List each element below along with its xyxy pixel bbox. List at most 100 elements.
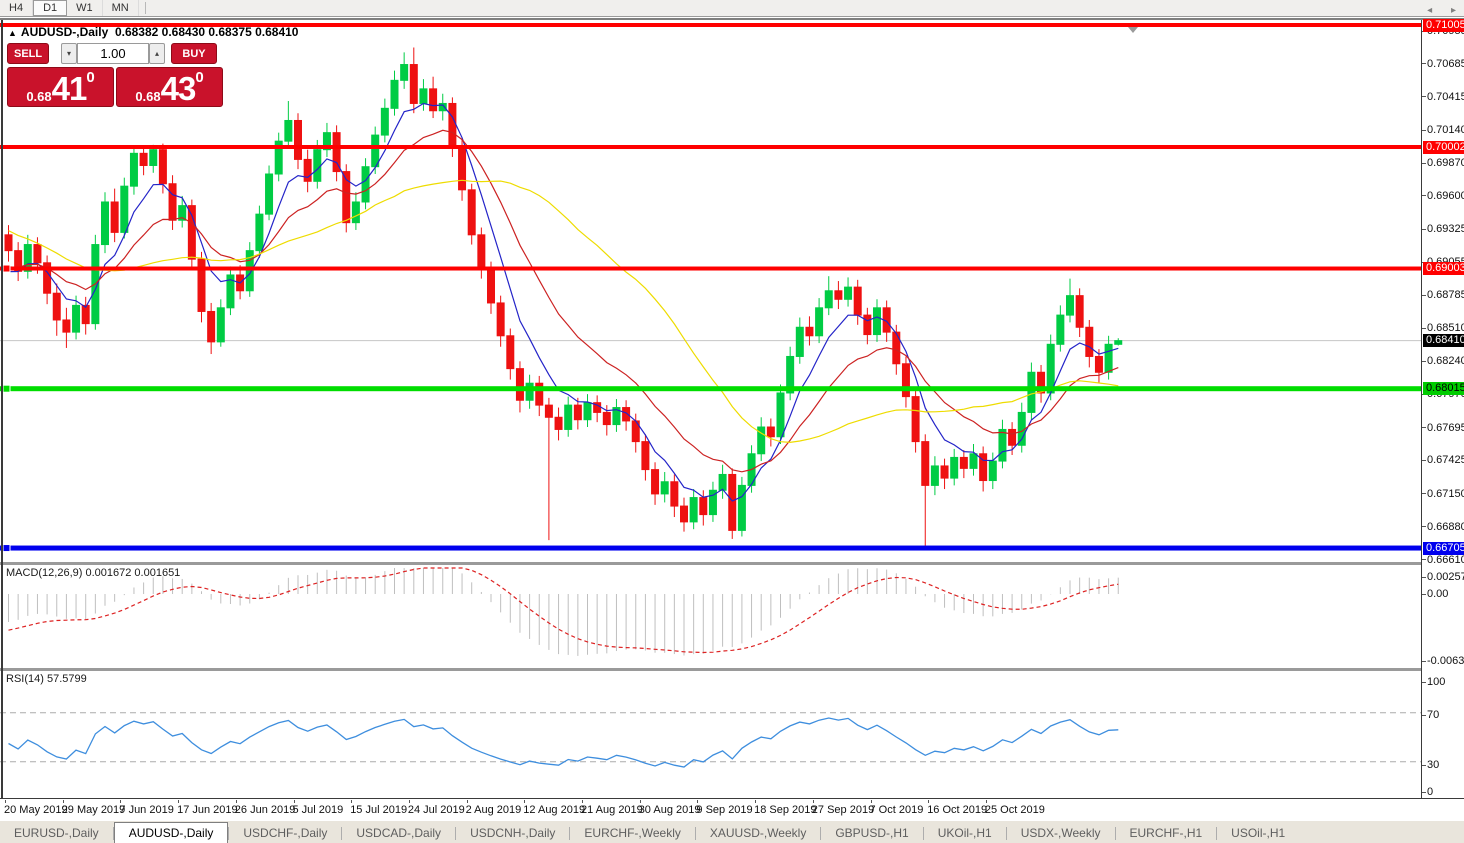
- bottom-tab-usdx-weekly[interactable]: USDX-,Weekly: [1020, 826, 1101, 840]
- sell-price-tile[interactable]: 0.68 41 0: [7, 67, 114, 107]
- price-tick-mark: [1422, 493, 1426, 495]
- price-tick-mark: [1422, 228, 1426, 230]
- buy-price-tile[interactable]: 0.68 43 0: [116, 67, 223, 107]
- hline-0.66705: [0, 545, 1421, 551]
- buy-price-prefix: 0.68: [135, 89, 161, 104]
- rsi-chart: [0, 712, 1421, 768]
- bottom-tab-eurusd-daily[interactable]: EURUSD-,Daily: [14, 826, 99, 840]
- date-tick-mark: [466, 800, 468, 803]
- tab-separator: [1114, 827, 1116, 840]
- price-tick-mark: [1422, 327, 1426, 329]
- timeframe-button-d1[interactable]: D1: [33, 0, 68, 16]
- hline-handle: [2, 264, 11, 273]
- bottom-tab-xauusd-weekly[interactable]: XAUUSD-,Weekly: [709, 826, 807, 840]
- bottom-tab-usdcnh-daily[interactable]: USDCNH-,Daily: [470, 826, 556, 840]
- price-badge-0.68015: 0.68015: [1423, 382, 1464, 396]
- symbol-arrow-icon: ▲: [8, 28, 17, 38]
- tab-separator: [112, 827, 114, 840]
- hline-0.69003: [0, 266, 1421, 271]
- symbol-label: AUDUSD-,Daily: [20, 25, 109, 39]
- rsi-tick-mark: [1422, 715, 1426, 716]
- price-tick-label: 0.70685: [1427, 57, 1464, 70]
- date-tick-label: 26 Jun 2019: [234, 804, 296, 816]
- price-tick-mark: [1422, 459, 1426, 461]
- tab-scroll-left-icon[interactable]: ◂: [1427, 5, 1433, 16]
- price-tick-mark: [1422, 360, 1426, 362]
- date-tick-label: 29 May 2019: [61, 804, 126, 816]
- ohlc-values: 0.68382 0.68430 0.68375 0.68410: [114, 25, 299, 39]
- date-axis[interactable]: 20 May 2019 29 May 2019 7 Jun 2019 17 Jun 2…: [0, 800, 1421, 820]
- bottom-tab-usdcad-daily[interactable]: USDCAD-,Daily: [356, 826, 442, 840]
- volume-increase-button[interactable]: ▴: [149, 43, 165, 64]
- volume-decrease-button[interactable]: ▾: [61, 43, 77, 64]
- bottom-tab-gbpusd-h1[interactable]: GBPUSD-,H1: [835, 826, 909, 840]
- timeframe-button-mn[interactable]: MN: [103, 0, 139, 16]
- tab-scroll-right-icon[interactable]: ▸: [1450, 5, 1456, 16]
- one-click-trade-panel: SELL ▾ ▴ BUY 0.68 41 0 0.68 43 0: [7, 43, 223, 107]
- bottom-tab-eurchf-h1[interactable]: EURCHF-,H1: [1129, 826, 1203, 840]
- price-badge-0.69003: 0.69003: [1423, 262, 1464, 276]
- date-tick-mark: [293, 800, 295, 803]
- tab-separator: [922, 827, 924, 840]
- date-tick-mark: [351, 800, 353, 803]
- timeframe-button-h4[interactable]: H4: [0, 0, 34, 16]
- volume-input[interactable]: [77, 43, 149, 64]
- price-badge-0.68410: 0.68410: [1423, 334, 1464, 348]
- rsi-tick-mark: [1422, 682, 1426, 683]
- price-tick-label: 0.69870: [1427, 157, 1464, 170]
- price-tick-label: 0.68510: [1427, 322, 1464, 335]
- axis-border: [1421, 20, 1422, 798]
- macd-histogram: [8, 568, 1119, 656]
- rsi-line: [8, 717, 1119, 768]
- macd-chart: [8, 567, 1119, 656]
- date-tick-label: 25 Oct 2019: [984, 804, 1045, 816]
- price-tick-mark: [1422, 96, 1426, 98]
- date-tick-label: 7 Jun 2019: [119, 804, 174, 816]
- macd-tick-mark: [1422, 577, 1426, 578]
- price-tick-mark: [1422, 63, 1426, 65]
- price-tick-label: 0.69325: [1427, 223, 1464, 236]
- price-chart: [0, 23, 1421, 553]
- ma-line-sma30: [8, 179, 1119, 444]
- bottom-tab-usdchf-daily[interactable]: USDCHF-,Daily: [243, 826, 328, 840]
- price-tick-label: 0.68785: [1427, 289, 1464, 302]
- ma-line-ema15: [8, 129, 1119, 473]
- tab-separator: [341, 827, 343, 840]
- price-axis[interactable]: 0.709550.706850.704150.701400.698700.696…: [1422, 18, 1464, 798]
- date-tick-label: 18 Sep 2019: [754, 804, 817, 816]
- rsi-axis-label: 70: [1427, 709, 1440, 721]
- price-tick-mark: [1422, 559, 1426, 561]
- window-left-border: [1, 20, 3, 798]
- date-tick-mark: [62, 800, 64, 803]
- date-tick-mark: [408, 800, 410, 803]
- timeframe-button-w1[interactable]: W1: [67, 0, 103, 16]
- bottom-tab-eurchf-weekly[interactable]: EURCHF-,Weekly: [584, 826, 681, 840]
- price-tick-mark: [1422, 526, 1426, 528]
- bottom-tab-ukoil-h1[interactable]: UKOil-,H1: [937, 826, 992, 840]
- price-tick-mark: [1422, 427, 1426, 429]
- axis-bottom-border: [0, 798, 1464, 799]
- price-tick-mark: [1422, 162, 1426, 164]
- date-tick-mark: [985, 800, 987, 803]
- date-tick-label: 12 Aug 2019: [523, 804, 586, 816]
- tab-separator: [228, 827, 230, 840]
- date-tick-label: 9 Sep 2019: [696, 804, 753, 816]
- date-tick-label: 21 Aug 2019: [581, 804, 643, 816]
- price-tick-label: 0.70140: [1427, 124, 1464, 137]
- date-tick-mark: [755, 800, 757, 803]
- date-tick-mark: [928, 800, 930, 803]
- buy-button[interactable]: BUY: [171, 43, 217, 64]
- tab-separator: [1216, 827, 1218, 840]
- ma-line-ema6: [8, 102, 1119, 502]
- chart-tab-bar: EURUSD-,Daily AUDUSD-,Daily USDCHF-,Daily U…: [0, 820, 1464, 843]
- macd-panel-separator[interactable]: [0, 561, 1464, 566]
- bottom-tab-audusd-daily[interactable]: AUDUSD-,Daily: [113, 822, 229, 843]
- hline-0.71005: [0, 23, 1421, 27]
- rsi-panel-separator[interactable]: [0, 667, 1464, 672]
- date-tick-label: 7 Oct 2019: [869, 804, 924, 816]
- tab-separator: [1005, 827, 1007, 840]
- sell-button[interactable]: SELL: [7, 43, 49, 64]
- macd-label: MACD(12,26,9) 0.001672 0.001651: [6, 567, 181, 579]
- bottom-tab-usoil-h1[interactable]: USOil-,H1: [1231, 826, 1286, 840]
- price-badge-0.71005: 0.71005: [1423, 18, 1464, 32]
